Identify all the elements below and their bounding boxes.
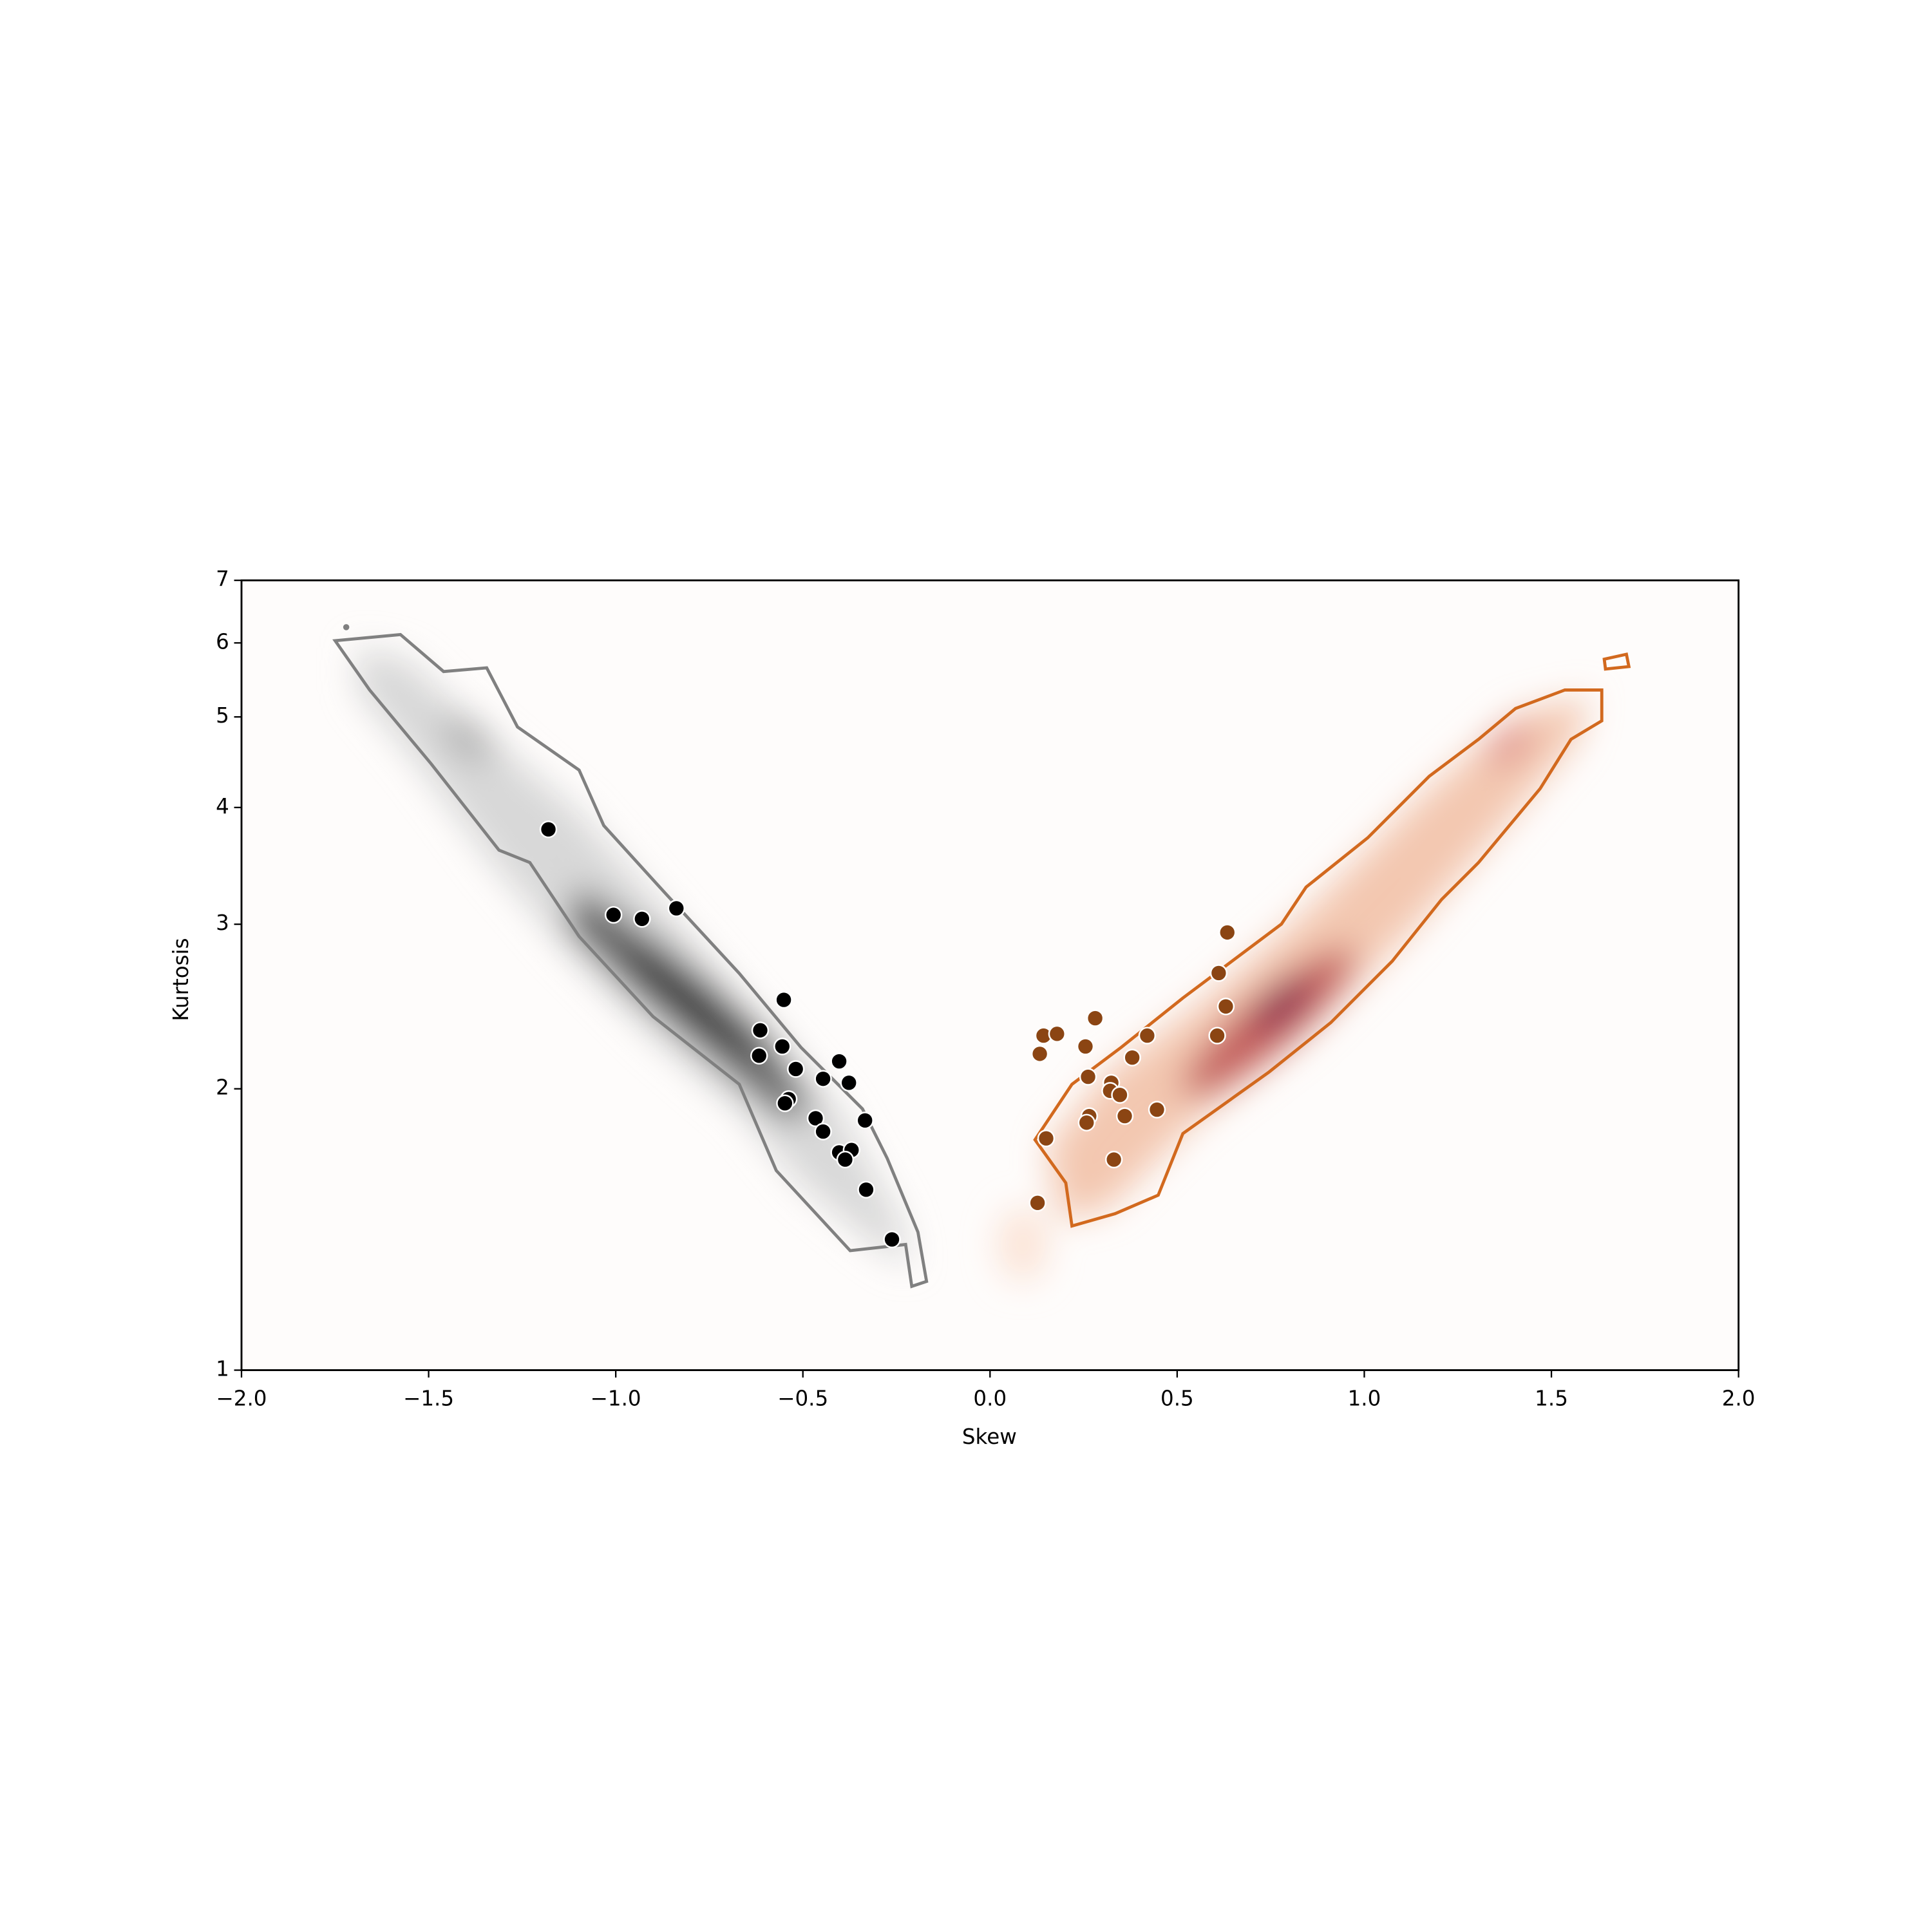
x-tick-label: −1.5 [403, 1386, 454, 1410]
y-tick-label: 4 [216, 794, 229, 819]
point [814, 1070, 832, 1088]
point [787, 1060, 805, 1078]
x-tick-label: −2.0 [216, 1386, 267, 1410]
point [836, 1150, 855, 1169]
density [357, 647, 1590, 1282]
x-tick-label: −1.0 [591, 1386, 641, 1410]
point [539, 820, 558, 838]
x-tick-label: 0.5 [1160, 1386, 1194, 1410]
point [1111, 1086, 1129, 1104]
x-tick-label: 1.5 [1535, 1386, 1568, 1410]
point [1079, 1068, 1097, 1086]
x-tick-label: 2.0 [1722, 1386, 1756, 1410]
point [840, 1074, 858, 1092]
point [883, 1230, 901, 1249]
point [604, 905, 623, 924]
contour [332, 632, 929, 1289]
point [856, 1112, 874, 1130]
point [1218, 923, 1236, 942]
point [1208, 1027, 1226, 1045]
point [1123, 1048, 1141, 1066]
y-tick-label: 5 [216, 703, 229, 728]
point [1030, 1045, 1049, 1063]
marks [539, 820, 1236, 1249]
point [751, 1021, 770, 1039]
point [857, 1180, 875, 1198]
point [1138, 1027, 1157, 1045]
y-tick-label: 7 [216, 567, 229, 591]
point [775, 990, 793, 1009]
contour [1033, 688, 1604, 1228]
point [776, 1094, 794, 1112]
point [1028, 1194, 1046, 1212]
point [667, 899, 685, 918]
y-tick-label: 2 [216, 1075, 229, 1100]
x-tick-label: −0.5 [777, 1386, 828, 1410]
point [1104, 1150, 1123, 1169]
y-tick-label: 6 [216, 629, 229, 654]
y-tick-label: 3 [216, 911, 229, 935]
x-tick-label: 0.0 [973, 1386, 1007, 1410]
x-axis-label: Skew [962, 1425, 1017, 1449]
contour [343, 624, 350, 630]
plot-area [242, 580, 1739, 1370]
contour [1602, 652, 1631, 671]
point [1086, 1009, 1104, 1027]
point [750, 1046, 768, 1065]
point [806, 1109, 825, 1128]
point [1076, 1037, 1095, 1056]
point [1217, 998, 1235, 1016]
point [1037, 1130, 1056, 1148]
y-axis-label: Kurtosis [169, 938, 193, 1021]
contours [332, 624, 1631, 1289]
x-tick-label: 1.0 [1348, 1386, 1381, 1410]
point [1077, 1113, 1095, 1132]
point [830, 1052, 848, 1070]
point [1148, 1101, 1166, 1119]
y-tick-label: 1 [216, 1357, 229, 1381]
point [773, 1037, 791, 1056]
point [633, 910, 651, 928]
point [1048, 1025, 1066, 1043]
point [814, 1122, 832, 1141]
point [1209, 964, 1228, 982]
point [1115, 1107, 1134, 1125]
